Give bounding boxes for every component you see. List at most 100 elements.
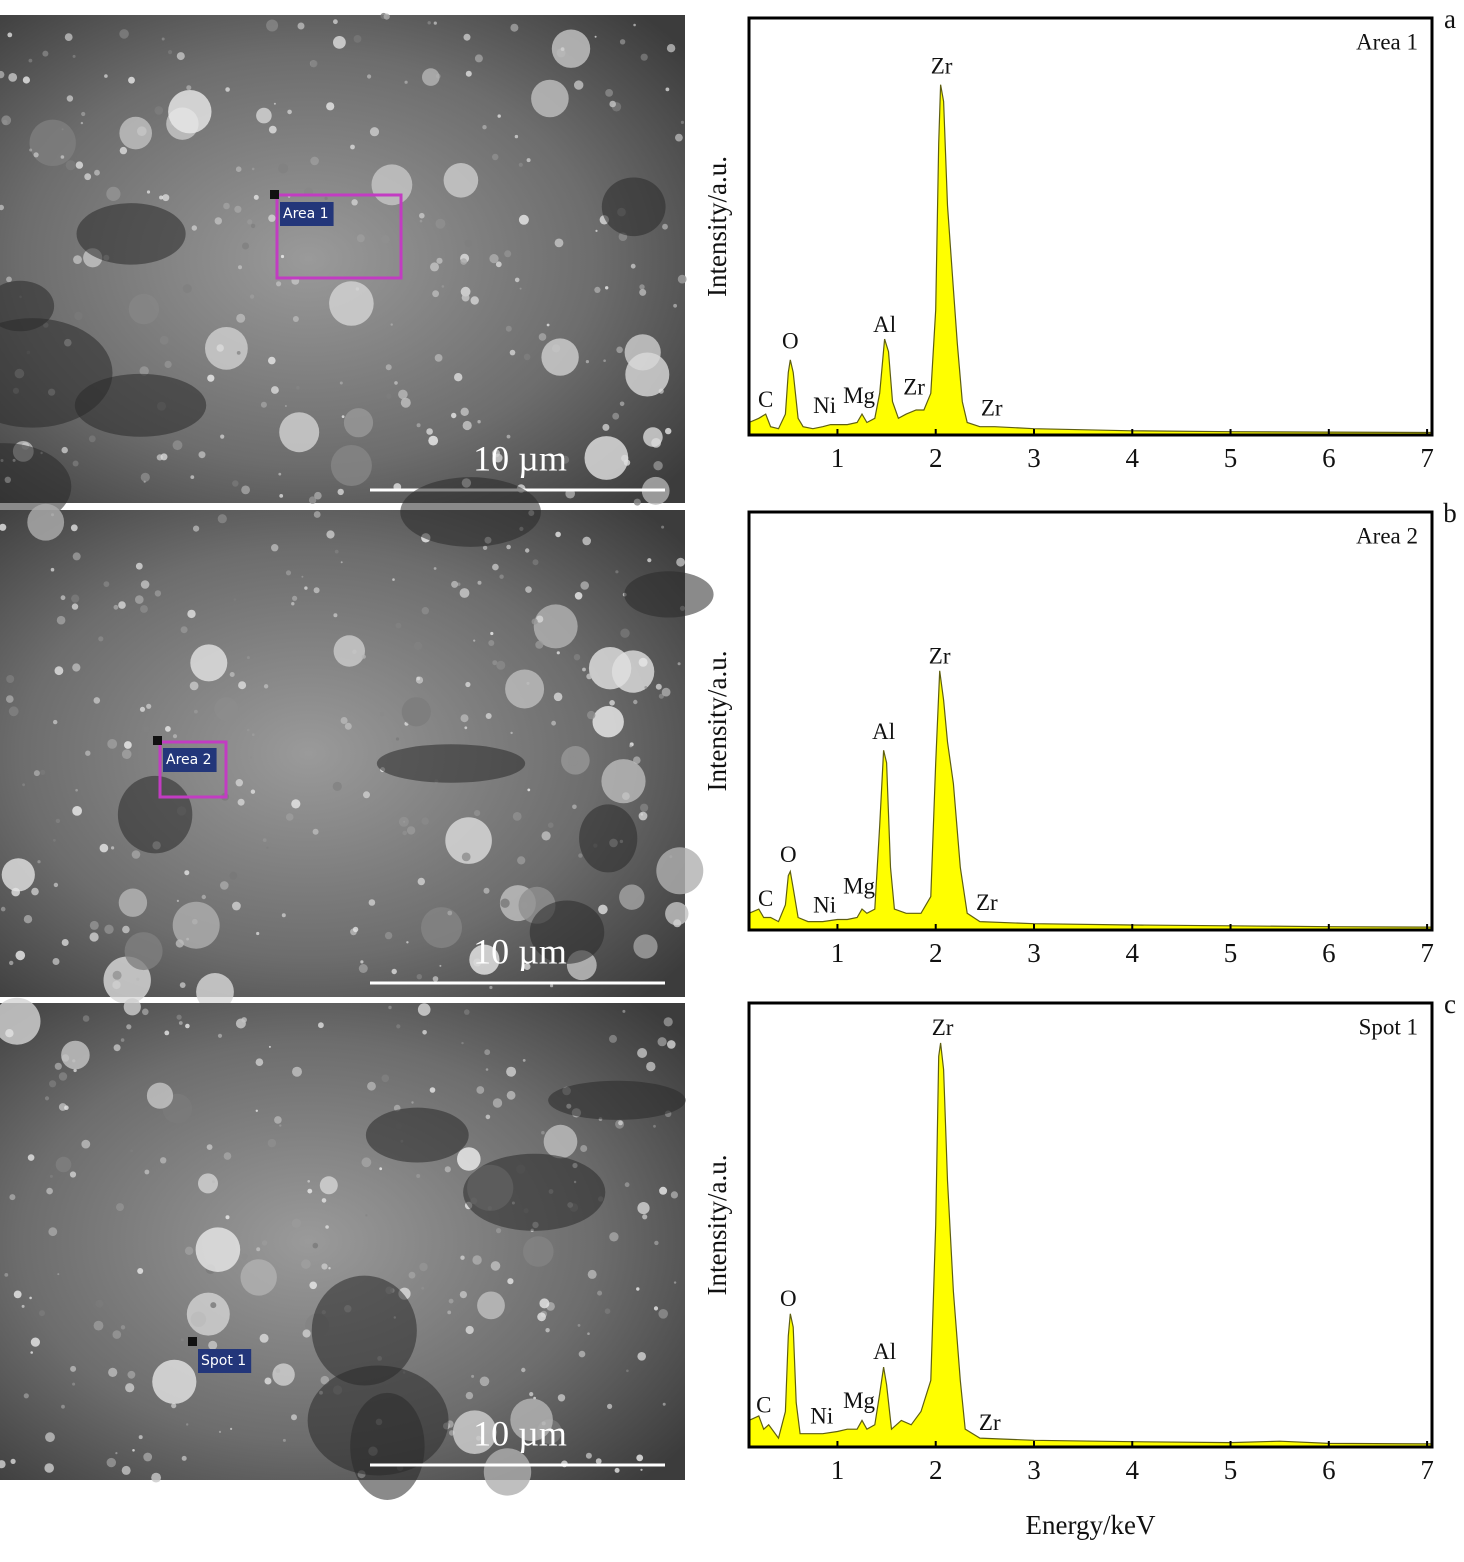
sem-particle [633, 699, 638, 705]
sem-particle [659, 1186, 668, 1195]
sem-particle [184, 1246, 194, 1256]
legend-label: Area 2 [1356, 523, 1418, 548]
sem-particle [582, 536, 591, 546]
sem-particle [6, 276, 12, 283]
sem-particle [119, 146, 128, 155]
sem-particle [594, 286, 601, 293]
sem-particle [193, 525, 200, 532]
sem-particle [40, 769, 46, 775]
peak-label: C [756, 1392, 771, 1417]
sem-particle [146, 190, 151, 194]
sem-particle [580, 581, 589, 590]
sem-particle [220, 881, 229, 890]
sem-particle [139, 366, 149, 376]
sem-particle [614, 1467, 620, 1473]
x-axis-label: Energy/keV [1026, 1510, 1156, 1540]
sem-particle [253, 194, 259, 200]
sem-particle [81, 111, 86, 117]
sem-particle [602, 423, 610, 431]
sem-particle [184, 870, 190, 876]
sem-particle [168, 90, 212, 134]
sem-particle [274, 1116, 282, 1124]
sem-particle [296, 385, 300, 390]
sem-particle [279, 1124, 282, 1127]
sem-particle [379, 1167, 383, 1171]
sem-particle [633, 934, 658, 959]
sem-particle [479, 1376, 490, 1387]
sem-particle [196, 973, 234, 1011]
sem-particle [216, 344, 224, 352]
peak-label: Ni [810, 1403, 833, 1428]
sem-particle [57, 1273, 60, 1276]
sem-particle [164, 360, 172, 368]
sem-particle [633, 498, 641, 506]
panel-label: b [1443, 498, 1457, 528]
sem-particle [39, 1310, 45, 1317]
sem-particle [260, 401, 267, 408]
sem-particle [71, 603, 79, 610]
sem-particle [120, 1038, 125, 1042]
sem-particle [371, 164, 413, 206]
sem-particle [106, 1457, 117, 1468]
peak-label: Zr [981, 395, 1003, 420]
sem-particle [623, 459, 631, 466]
sem-particle [510, 23, 519, 32]
sem-particle [521, 1367, 526, 1373]
sem-particle [285, 813, 294, 821]
peak-label: Ni [813, 393, 836, 418]
sem-particle [214, 697, 239, 721]
sem-particle [106, 186, 121, 201]
sem-particle [676, 557, 685, 567]
sem-particle [252, 733, 255, 736]
sem-particle [179, 982, 186, 988]
sem-particle [656, 847, 704, 895]
sem-dark-region [365, 1107, 469, 1163]
sem-particle [518, 214, 529, 225]
region-label: Spot 1 [201, 1353, 246, 1369]
sem-particle [284, 405, 287, 407]
sem-particle [81, 1139, 91, 1149]
sem-particle [44, 1463, 54, 1473]
sem-particle [624, 1182, 630, 1188]
sem-particle [525, 548, 530, 553]
sem-particle [326, 530, 335, 539]
sem-particle [13, 1290, 22, 1299]
sem-particle [510, 1398, 553, 1442]
sem-particle [159, 335, 169, 345]
sem-particle [488, 640, 495, 646]
sem-particle [280, 254, 285, 259]
sem-particle [429, 1087, 436, 1093]
sem-particle [344, 722, 352, 730]
sem-particle [278, 472, 282, 476]
sem-particle [181, 1455, 187, 1461]
peak-label: Al [873, 312, 896, 337]
sem-dark-region [376, 744, 526, 783]
sem-particle [433, 567, 437, 570]
sem-particle [539, 1298, 550, 1309]
sem-particle [465, 70, 472, 77]
sem-particle [339, 381, 343, 385]
sem-particle [44, 1096, 50, 1101]
sem-particle [198, 451, 206, 459]
sem-particle [551, 29, 591, 68]
sem-particle [121, 1465, 131, 1475]
sem-particle [103, 262, 108, 266]
sem-particle [272, 1363, 295, 1386]
sem-particle [505, 669, 545, 709]
sem-particle [361, 654, 366, 659]
sem-particle [367, 1081, 376, 1091]
sem-image: Spot 1 10 µm [0, 997, 686, 1500]
sem-particle [392, 578, 395, 581]
sem-particle [178, 1021, 183, 1025]
sem-particle [8, 73, 18, 82]
sem-particle [72, 1382, 76, 1386]
sem-particle [433, 21, 437, 25]
sem-particle [368, 899, 376, 906]
sem-particle [482, 545, 488, 550]
sem-particle [461, 852, 471, 862]
sem-particle [492, 660, 498, 666]
sem-particle [172, 734, 178, 739]
sem-particle [443, 163, 479, 198]
sem-particle [582, 667, 586, 672]
sem-dark-region [548, 1080, 686, 1120]
